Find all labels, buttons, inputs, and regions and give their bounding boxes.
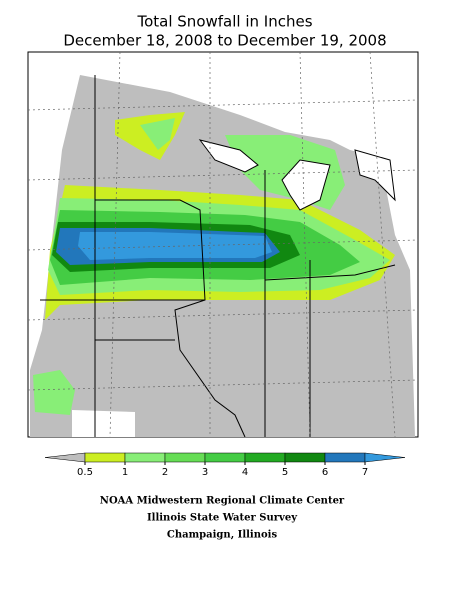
legend-arrow-high — [364, 452, 406, 463]
credit: Champaign, Illinois — [167, 530, 278, 541]
legend-arrow-low — [44, 452, 86, 463]
map — [27, 51, 419, 438]
legend-tick-label: 3 — [202, 467, 208, 478]
legend-tick-label: 6 — [322, 467, 328, 478]
title: Total Snowfall in Inches — [136, 13, 312, 31]
legend-tick-label: 2 — [162, 467, 168, 478]
legend-tick-label: 7 — [362, 467, 368, 478]
credit: Illinois State Water Survey — [147, 513, 298, 524]
legend-tick-label: 1 — [122, 467, 128, 478]
legend-swatch — [324, 452, 366, 463]
legend-tick-label: 4 — [242, 467, 248, 478]
legend-swatch — [244, 452, 286, 463]
legend-swatch — [124, 452, 166, 463]
legend-swatch — [164, 452, 206, 463]
legend-swatch — [284, 452, 326, 463]
legend-swatch — [84, 452, 126, 463]
legend-tick-label: 5 — [282, 467, 288, 478]
legend: 0.5 1 2 3 4 5 6 7 — [44, 452, 406, 478]
subtitle: December 18, 2008 to December 19, 2008 — [63, 32, 386, 50]
credit: NOAA Midwestern Regional Climate Center — [100, 496, 345, 507]
legend-tick-label: 0.5 — [77, 467, 93, 478]
legend-swatch — [204, 452, 246, 463]
